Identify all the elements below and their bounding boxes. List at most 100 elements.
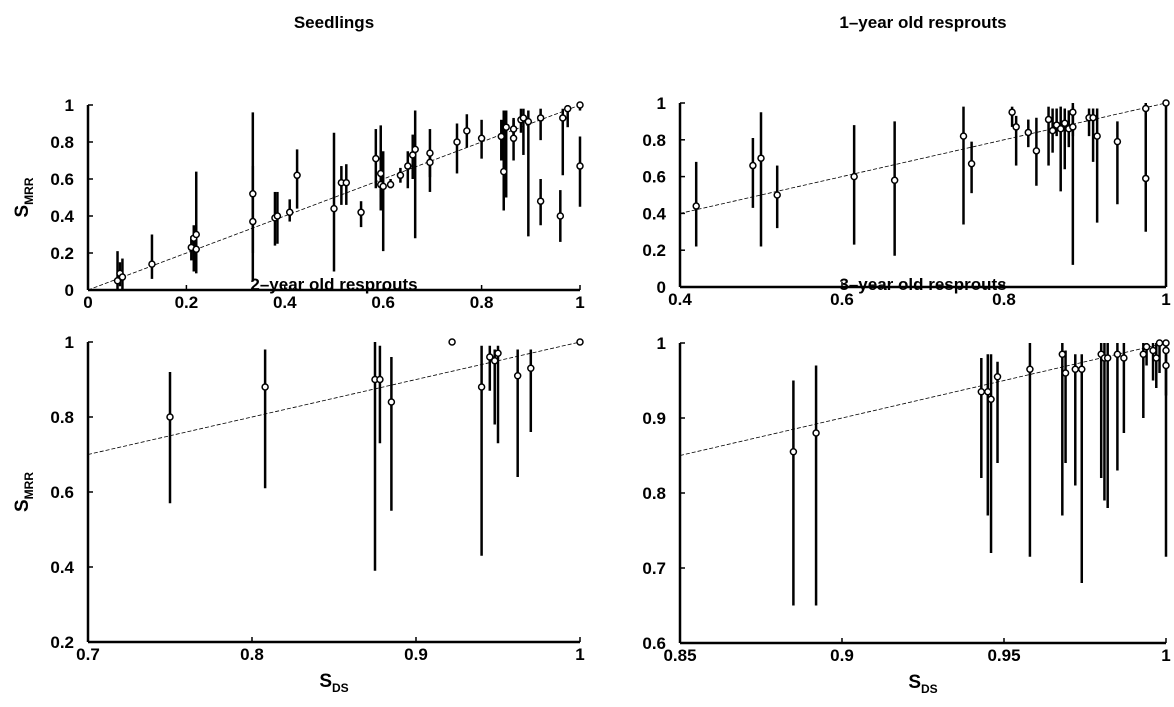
y-tick-label: 0.6 [642,634,666,653]
point [984,388,992,396]
point [850,172,858,181]
y-tick-label: 0.8 [642,484,666,503]
point [1069,108,1077,116]
y-tick-label: 1 [65,96,74,115]
identity-line [87,341,581,455]
point [404,162,412,170]
point [519,114,528,122]
point [1024,128,1033,137]
point [536,197,545,205]
point [993,373,1002,381]
point [411,145,419,154]
point [192,245,200,254]
point [502,123,510,131]
point [330,204,338,213]
point [192,230,200,239]
x-axis-label-main: S [908,672,921,693]
x-axis-label-sub: DS [921,682,938,696]
point [1069,123,1077,131]
y-tick-label: 0.4 [50,207,74,226]
point [513,372,522,380]
x-tick-label: 0.8 [470,293,494,312]
point [396,171,405,180]
point [987,395,995,403]
point [477,134,486,143]
point [1008,108,1016,116]
x-tick-label: 0.4 [668,290,692,309]
panel-title: 3–year old resprouts [839,275,1006,294]
y-tick-label: 1 [65,333,74,352]
point [249,190,257,198]
point [1048,126,1057,135]
point [1113,350,1122,358]
point [261,383,269,391]
point [448,338,456,346]
point [556,212,565,220]
point [563,104,572,113]
x-tick-label: 1 [1161,646,1170,665]
point [477,383,486,391]
panel: 2–year old resprouts 0.7 0.8 0.9 1 0.2 0.4 0.6 0… [12,275,585,695]
point [249,217,257,226]
point [1061,119,1069,127]
point [1071,365,1080,373]
point [499,167,508,176]
point [1089,113,1097,122]
point [1162,361,1170,370]
point [1061,369,1070,377]
point [890,176,899,185]
point [372,154,380,163]
point [293,171,301,180]
x-axis-label-main: S [319,671,332,692]
point [148,260,156,268]
point [1162,346,1170,355]
y-tick-label: 0.6 [50,170,74,189]
point [789,448,798,456]
x-tick-label: 0.9 [830,646,854,665]
point [1093,132,1101,140]
point [773,191,781,199]
y-tick-label: 0.8 [642,131,666,150]
point [692,202,700,210]
point [1026,365,1034,373]
point [509,125,518,133]
identity-line [679,102,1167,214]
x-tick-label: 0.7 [76,645,100,664]
y-tick-label: 0.7 [642,559,666,578]
point [1162,339,1170,347]
y-tick-label: 0.8 [50,408,74,427]
y-tick-label: 0.2 [642,241,666,260]
x-tick-label: 0.2 [175,293,199,312]
y-tick-label: 0 [65,281,74,300]
point [1142,104,1150,113]
point [486,353,494,361]
x-tick-label: 0.9 [404,645,428,664]
point [494,349,502,357]
point [536,114,545,122]
panel-title: Seedlings [294,13,374,32]
point [118,273,127,281]
point [812,429,820,437]
point [1139,350,1148,358]
point [977,388,986,396]
point [576,101,584,109]
point [509,134,518,143]
point [166,413,174,421]
point [1120,354,1128,362]
point [1044,115,1053,124]
y-tick-label: 0.4 [50,558,74,577]
point [1142,343,1151,351]
point [426,149,434,157]
point [959,132,968,140]
panel: 1–year old resprouts 0.4 0.6 0.8 1 0 0.2 0.4 0.6… [642,13,1170,309]
point [1012,123,1020,131]
point [342,178,351,187]
y-tick-label: 0.6 [50,483,74,502]
point [559,114,567,122]
y-axis-label-main: S [12,205,33,218]
point [576,162,584,170]
panel: Seedlings 0 0.2 0.4 0.6 0.8 1 0 0.2 0.4 0.6 0.8 1 SMR… [12,13,585,312]
point [1162,99,1170,107]
point [497,132,506,141]
point [967,159,976,168]
